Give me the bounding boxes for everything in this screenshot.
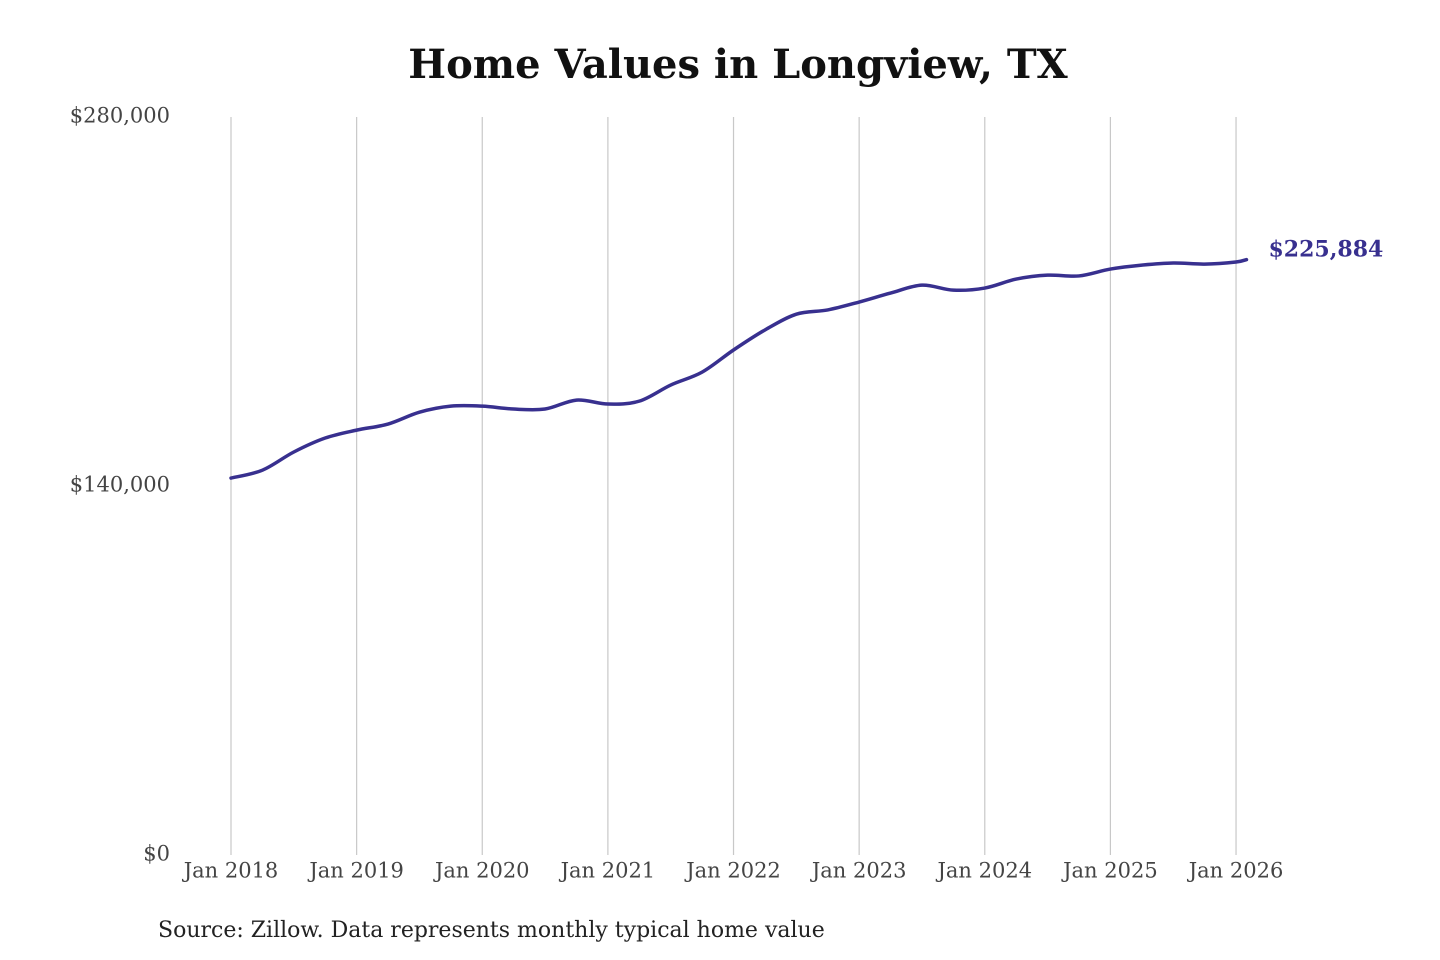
- x-tick-label: Jan 2021: [559, 859, 656, 883]
- x-tick-label: Jan 2024: [935, 859, 1032, 883]
- x-tick-label: Jan 2023: [810, 859, 907, 883]
- y-tick-label: $0: [143, 842, 170, 866]
- line: [229, 257, 1249, 480]
- y-tick-label: $280,000: [70, 104, 170, 128]
- x-tick-label: Jan 2020: [433, 859, 530, 883]
- x-tick-label: Jan 2018: [182, 859, 279, 883]
- x-tick-label: Jan 2026: [1187, 859, 1284, 883]
- chart-title: Home Values in Longview, TX: [408, 41, 1067, 88]
- y-tick-label: $140,000: [70, 473, 170, 497]
- x-tick-label: Jan 2019: [307, 859, 404, 883]
- x-tick-label: Jan 2025: [1061, 859, 1158, 883]
- value-label: $225,884: [1269, 237, 1384, 263]
- x-tick-label: Jan 2022: [684, 859, 781, 883]
- source-note: Source: Zillow. Data represents monthly …: [158, 918, 825, 943]
